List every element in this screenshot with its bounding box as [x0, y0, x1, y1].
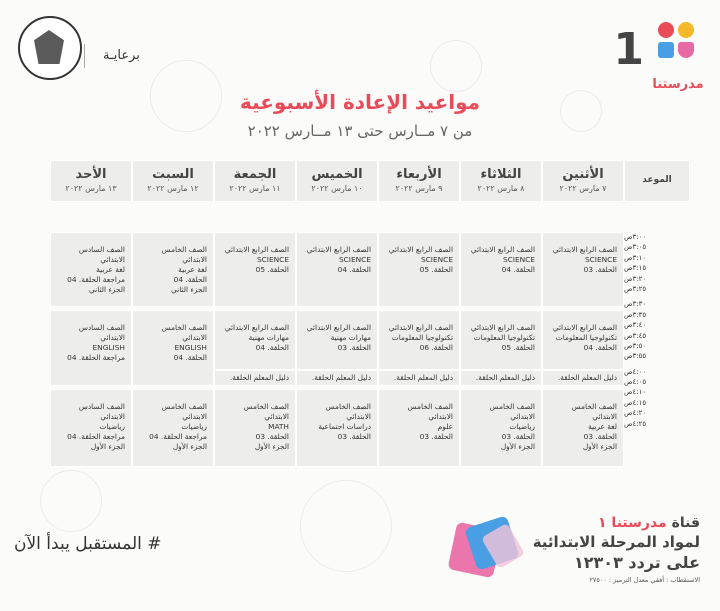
program-slot: الصف الخامس الابتدائي علوم الحلقة. 03 — [378, 389, 460, 467]
day-header-thursday: الخميس ١٠ مارس ٢٠٢٢ — [296, 160, 378, 202]
guide-slot: دليل المعلم الحلقة. 10 — [460, 370, 542, 396]
guide-slot: دليل المعلم الحلقة. 09 — [542, 370, 624, 396]
program-slot: الصف الرابع الابتدائي SCIENCE الحلقة. 04 — [296, 232, 378, 307]
program-slot: الصف الرابع الابتدائي SCIENCE الحلقة. 03 — [542, 232, 624, 307]
day-header-monday: الأثنين ٧ مارس ٢٠٢٢ — [542, 160, 624, 202]
time-header: الموعد — [624, 160, 690, 202]
day-header-wednesday: الأربعاء ٩ مارس ٢٠٢٢ — [378, 160, 460, 202]
time-label: ٣:٤٥ص — [624, 331, 647, 340]
program-slot: الصف الرابع الابتدائي مهارات مهنية الحلقة.… — [296, 310, 378, 370]
day-header-friday: الجمعة ١١ مارس ٢٠٢٢ — [214, 160, 296, 202]
time-label: ٣:٠٠ص — [624, 233, 647, 241]
madrasatna-logo: مدرستنا — [652, 22, 704, 92]
time-label: ٣:٥٠ص — [624, 341, 647, 350]
background-doodle — [150, 60, 222, 132]
channel-tech-line: الاستقطاب : أفقي معدل الترميز : ٢٧٥٠٠ — [589, 576, 700, 584]
page-subtitle: من ٧ مــارس حتى ١٣ مــارس ٢٠٢٢ — [247, 122, 473, 140]
program-slot: الصف الرابع الابتدائي SCIENCE الحلقة. 05 — [378, 232, 460, 307]
logo-dots-icon — [658, 22, 698, 68]
logo-text: مدرستنا — [652, 77, 704, 92]
background-doodle — [300, 480, 392, 572]
header: مدرستنا 1 برعايـة — [0, 14, 720, 94]
time-label: ٣:٣٠ص — [624, 300, 647, 309]
program-slot: الصف الرابع الابتدائي SCIENCE الحلقة. 04 — [460, 232, 542, 307]
time-label: ٣:١٥ص — [624, 264, 647, 273]
time-label: ٣:٠٥ص — [624, 243, 647, 252]
guide-slot: دليل المعلم الحلقة. 11 — [378, 370, 460, 396]
program-slot: الصف الخامس الابتدائي رياضيات مراجعة الحلق… — [132, 389, 214, 467]
program-slot: الصف الخامس الابتدائي MATH الحلقة. 03 الجزء… — [214, 389, 296, 467]
guide-slot: دليل المعلم الحلقة. 12 — [296, 370, 378, 396]
time-label: ٤:١٠ص — [624, 388, 647, 397]
time-column: ٣:٠٠ص ٣:٠٥ص ٣:١٠ص ٣:١٥ص ٣:٢٠ص ٣:٢٥ص ٣:٣٠… — [624, 232, 658, 429]
slogan: # المستقبل يبدأ الآن — [14, 534, 162, 554]
time-label: ٣:٢٠ص — [624, 274, 647, 283]
program-slot: الصف الخامس الابتدائي رياضيات الحلقة. 03 ال… — [460, 389, 542, 467]
program-slot: الصف الخامس الابتدائي ENGLISH الحلقة. 04 — [132, 310, 214, 386]
program-slot: الصف الخامس الابتدائي لغة عربية الحلقة. 04… — [132, 232, 214, 307]
channel-subject-line: لمواد المرحلة الابتدائية — [532, 533, 700, 551]
time-label: ٤:٢٥ص — [624, 419, 647, 428]
schedule-table: الموعد الأثنين ٧ مارس ٢٠٢٢ الثلاثاء ٨ مارس… — [18, 160, 708, 472]
time-label: ٣:٤٠ص — [624, 321, 647, 330]
day-header-tuesday: الثلاثاء ٨ مارس ٢٠٢٢ — [460, 160, 542, 202]
day-header-saturday: السبت ١٢ مارس ٢٠٢٢ — [132, 160, 214, 202]
program-slot: الصف السادس الابتدائي ENGLISH مراجعة الحلق… — [50, 310, 132, 386]
time-label: ٤:١٥ص — [624, 398, 647, 407]
program-slot: الصف السادس الابتدائي رياضيات مراجعة الحلق… — [50, 389, 132, 467]
ministry-seal-icon — [18, 16, 82, 80]
page-title: مواعيد الإعادة الأسبوعية — [239, 90, 481, 114]
background-doodle — [430, 40, 482, 92]
day-header-sunday: الأحد ١٣ مارس ٢٠٢٢ — [50, 160, 132, 202]
channel-info: قناة مدرستنا ١ لمواد المرحلة الابتدائية … — [510, 515, 700, 584]
background-doodle — [40, 470, 102, 532]
guide-slot: دليل المعلم الحلقة. 12 — [214, 370, 296, 396]
program-slot: الصف السادس الابتدائي لغة عربية مراجعة الح… — [50, 232, 132, 307]
program-slot: الصف الخامس الابتدائي دراسات اجتماعية الحل… — [296, 389, 378, 467]
program-slot: الصف الرابع الابتدائي مهارات مهنية الحلقة.… — [214, 310, 296, 370]
program-slot: الصف الرابع الابتدائي تكنولوجيا المعلومات… — [378, 310, 460, 370]
time-label: ٣:١٠ص — [624, 253, 647, 262]
time-label: ٣:٣٥ص — [624, 310, 647, 319]
time-label: ٤:٢٠ص — [624, 409, 647, 418]
time-label: ٣:٥٥ص — [624, 352, 647, 361]
channel-number: 1 — [613, 24, 644, 75]
channel-frequency-line: على تردد ١٢٣٠٣ — [574, 553, 700, 572]
background-doodle — [560, 90, 602, 132]
time-label: ٤:٠٥ص — [624, 378, 647, 387]
program-slot: الصف الرابع الابتدائي تكنولوجيا المعلومات… — [460, 310, 542, 370]
time-label: ٤:٠٠ص — [624, 367, 647, 376]
program-slot: الصف الرابع الابتدائي SCIENCE الحلقة. 05 — [214, 232, 296, 307]
time-label: ٣:٢٥ص — [624, 284, 647, 293]
channel-name-line: قناة مدرستنا ١ — [598, 515, 700, 531]
program-slot: الصف الرابع الابتدائي تكنولوجيا المعلومات… — [542, 310, 624, 370]
program-slot: الصف الخامس الابتدائي لغة عربية الحلقة. 03… — [542, 389, 624, 467]
sponsor-label: برعايـة — [84, 44, 140, 68]
